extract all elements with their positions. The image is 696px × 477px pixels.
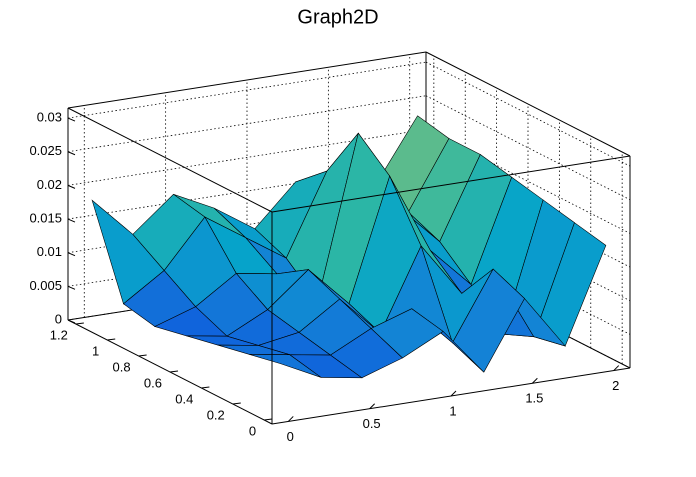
y-tick-label: 0.6: [144, 375, 162, 390]
x-tick-label: 1.5: [525, 391, 543, 406]
x-tick: [369, 403, 375, 410]
z-tick-label: 0.02: [37, 177, 62, 192]
z-tick-label: 0.005: [29, 278, 62, 293]
z-tick-label: 0: [55, 311, 62, 326]
y-tick-label: 1: [92, 343, 99, 358]
box-edge: [425, 51, 631, 157]
y-tick: [75, 322, 84, 325]
grid-line: [67, 129, 427, 186]
y-tick-label: 0: [249, 423, 256, 438]
y-tick-label: 0.8: [113, 359, 131, 374]
box-edge: [67, 51, 427, 109]
z-tick: [67, 319, 76, 324]
x-tick-label: 0.5: [363, 416, 381, 431]
chart-title: Graph2D: [297, 6, 378, 28]
x-tick-label: 2: [612, 378, 619, 393]
z-tick: [67, 117, 76, 122]
x-tick-label: 1: [449, 403, 456, 418]
x-tick: [287, 416, 294, 422]
x-tick: [450, 390, 457, 397]
y-tick: [232, 402, 241, 405]
z-tick: [67, 285, 76, 290]
y-tick-label: 1.2: [50, 327, 68, 342]
grid-line: [67, 61, 427, 119]
z-tick-label: 0.025: [29, 143, 62, 158]
x-tick: [613, 365, 620, 371]
y-tick: [107, 338, 116, 341]
box-edge: [271, 155, 631, 213]
z-tick: [67, 151, 76, 156]
z-tick-label: 0.015: [29, 210, 62, 225]
z-tick: [67, 184, 76, 189]
y-tick: [201, 386, 210, 389]
surface-cell: [248, 354, 322, 378]
box-edge: [67, 107, 273, 213]
y-tick: [138, 354, 147, 357]
y-tick: [169, 370, 179, 373]
z-tick-label: 0.03: [37, 110, 62, 125]
y-tick-label: 0.4: [175, 391, 193, 406]
z-tick: [67, 252, 76, 257]
y-tick-label: 0.2: [207, 407, 225, 422]
y-tick: [264, 418, 273, 421]
x-tick-label: 0: [287, 429, 294, 444]
x-tick: [532, 377, 538, 384]
z-tick-label: 0.01: [37, 244, 62, 259]
z-tick: [67, 218, 76, 223]
